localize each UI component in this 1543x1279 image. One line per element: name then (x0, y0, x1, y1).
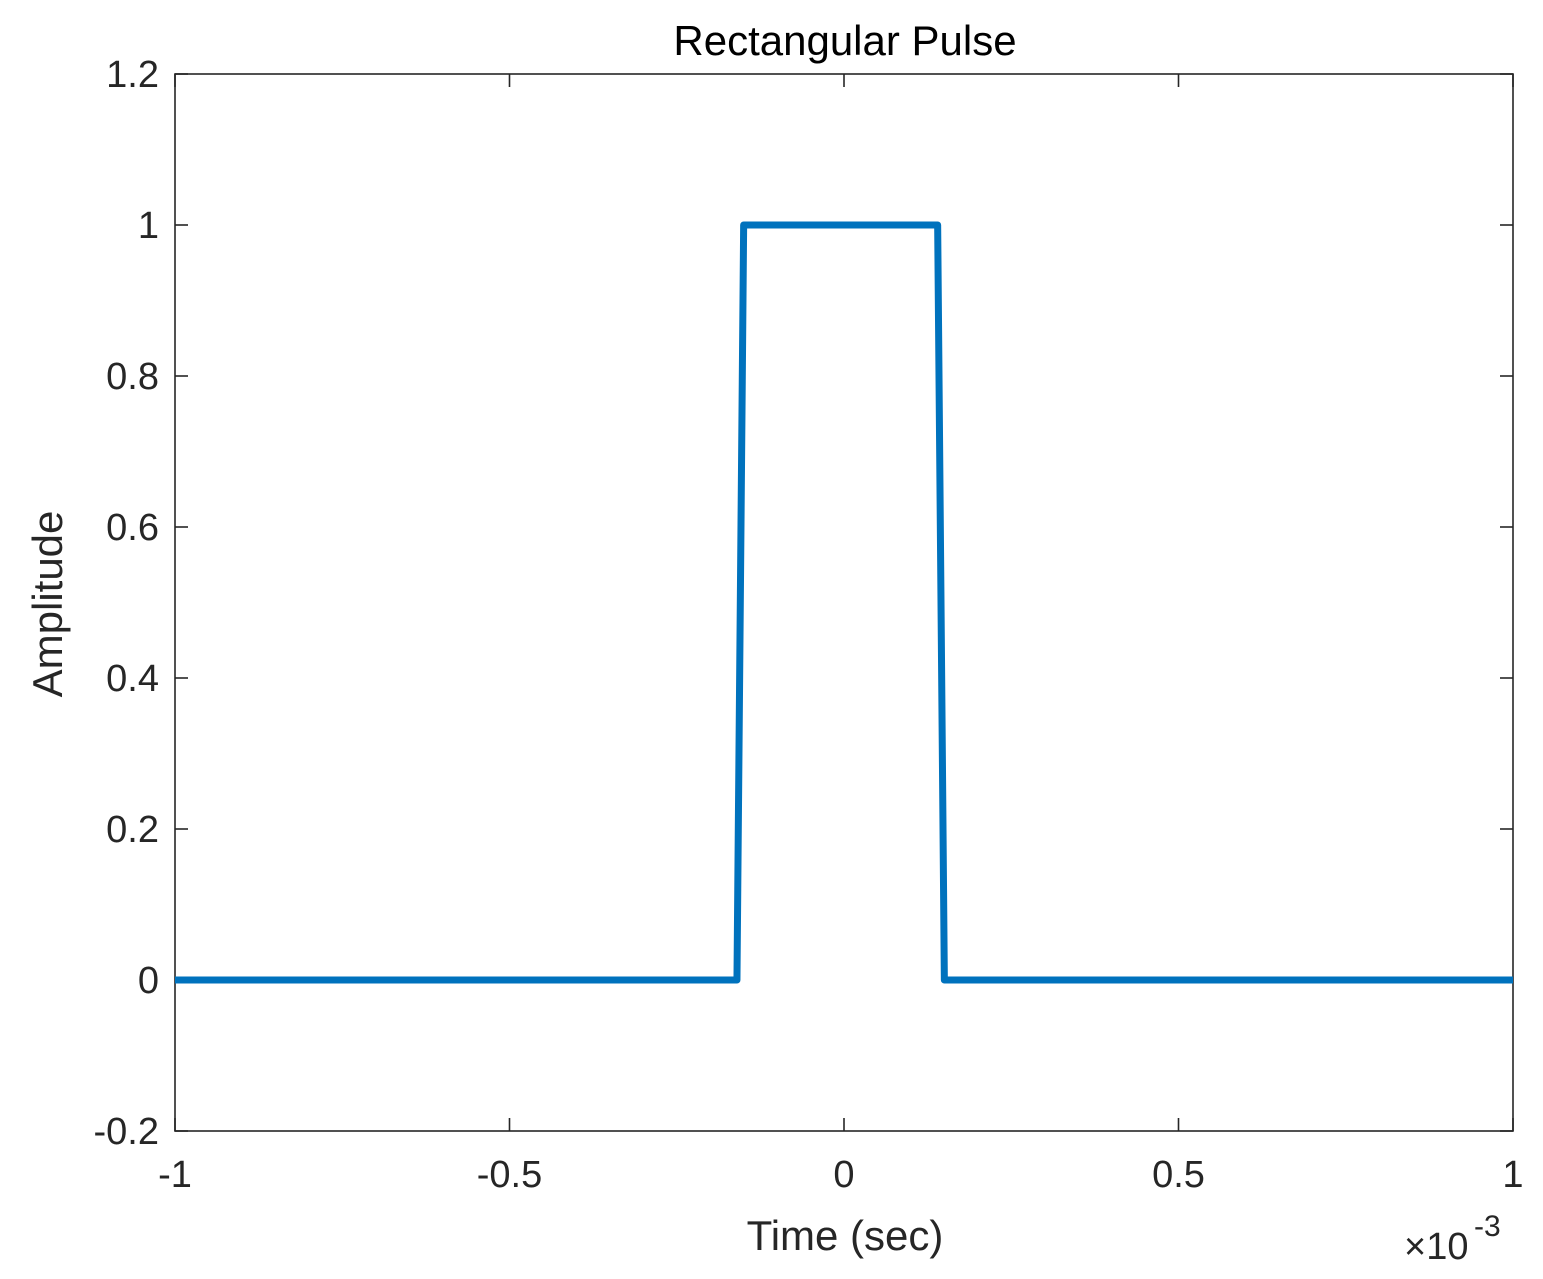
y-tick-label: 0.2 (106, 809, 159, 851)
x-tick-label: 0.5 (1152, 1154, 1205, 1196)
y-tick-label: 0.6 (106, 507, 159, 549)
y-axis-label: Amplitude (24, 511, 71, 698)
x-axis-label: Time (sec) (747, 1212, 944, 1259)
x-tick-label: 1 (1502, 1154, 1523, 1196)
y-tick-label: 1 (138, 205, 159, 247)
y-tick-label: 0.8 (106, 356, 159, 398)
x-exponent-power: -3 (1474, 1210, 1501, 1243)
x-exponent: ×10 -3 (1404, 1210, 1501, 1268)
chart-title: Rectangular Pulse (673, 17, 1016, 64)
x-exponent-base: ×10 (1404, 1226, 1468, 1268)
y-tick-label: 1.2 (106, 54, 159, 96)
x-ticks: -1 -0.5 0 0.5 1 (158, 74, 1524, 1196)
y-tick-label: 0 (138, 960, 159, 1002)
y-tick-label: 0.4 (106, 658, 159, 700)
y-ticks: -0.2 0 0.2 0.4 0.6 0.8 1 1.2 (94, 54, 1513, 1153)
x-tick-label: -1 (158, 1154, 192, 1196)
series-line (175, 221, 1513, 984)
x-tick-label: 0 (833, 1154, 854, 1196)
plot-series (175, 221, 1513, 984)
y-tick-label: -0.2 (94, 1111, 159, 1153)
x-tick-label: -0.5 (477, 1154, 542, 1196)
